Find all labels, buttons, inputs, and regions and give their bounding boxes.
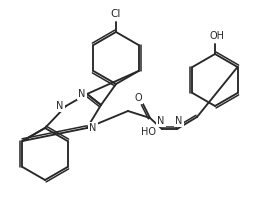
Text: N: N — [78, 89, 86, 99]
Text: N: N — [56, 101, 64, 111]
Text: N: N — [157, 116, 165, 126]
Text: OH: OH — [210, 31, 224, 41]
Text: Cl: Cl — [111, 9, 121, 19]
Text: O: O — [134, 93, 142, 103]
Text: N: N — [89, 123, 97, 133]
Text: N: N — [175, 116, 183, 126]
Text: HO: HO — [140, 127, 155, 137]
